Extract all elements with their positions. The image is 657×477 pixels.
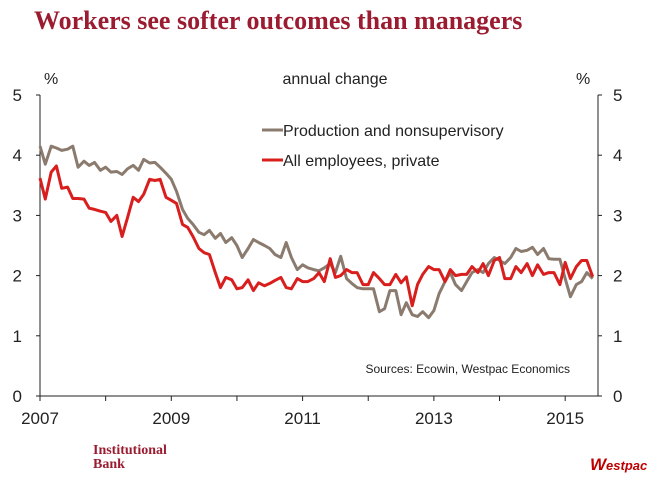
left-y-tick-label: 4 bbox=[13, 146, 22, 165]
brand-line-1: Institutional bbox=[93, 443, 167, 458]
westpac-initial: W bbox=[590, 455, 607, 474]
right-unit-label: % bbox=[576, 71, 590, 88]
series-group bbox=[38, 144, 595, 320]
right-y-ticks: 0 1 2 3 4 5 bbox=[598, 86, 622, 406]
x-tick-label: 2009 bbox=[152, 409, 190, 428]
legend: Production and nonsupervisory All employ… bbox=[262, 123, 504, 170]
left-unit-label: % bbox=[44, 71, 58, 88]
right-y-tick-label: 5 bbox=[613, 86, 622, 105]
x-tick-label: 2011 bbox=[284, 409, 321, 428]
institutional-bank-logo: Institutional Bank bbox=[93, 444, 167, 472]
source-note: Sources: Ecowin, Westpac Economics bbox=[365, 362, 570, 376]
left-y-tick-label: 1 bbox=[13, 327, 22, 346]
left-y-tick-label: 0 bbox=[13, 387, 22, 406]
series-line-all-employees bbox=[38, 164, 595, 308]
right-y-tick-label: 1 bbox=[613, 327, 622, 346]
left-y-ticks: 0 1 2 3 4 5 bbox=[13, 86, 40, 406]
left-y-tick-label: 5 bbox=[13, 86, 22, 105]
x-tick-label: 2015 bbox=[546, 409, 584, 428]
right-y-tick-label: 4 bbox=[613, 146, 622, 165]
legend-label-all-employees: All employees, private bbox=[283, 153, 440, 170]
right-y-tick-label: 2 bbox=[613, 267, 622, 286]
legend-label-production: Production and nonsupervisory bbox=[283, 123, 504, 140]
left-y-tick-label: 2 bbox=[13, 267, 22, 286]
chart-subtitle: annual change bbox=[283, 71, 388, 88]
right-y-tick-label: 3 bbox=[613, 206, 622, 225]
westpac-wordmark: estpac bbox=[606, 458, 648, 473]
x-tick-label: 2013 bbox=[415, 409, 453, 428]
right-y-tick-label: 0 bbox=[613, 387, 622, 406]
x-tick-label: 2007 bbox=[21, 409, 59, 428]
x-ticks: 2007 2009 2011 2013 2015 bbox=[21, 396, 584, 428]
brand-line-2: Bank bbox=[93, 457, 125, 472]
left-y-tick-label: 3 bbox=[13, 206, 22, 225]
westpac-logo: Westpac bbox=[590, 455, 647, 475]
chart-title: Workers see softer outcomes than manager… bbox=[34, 6, 523, 35]
